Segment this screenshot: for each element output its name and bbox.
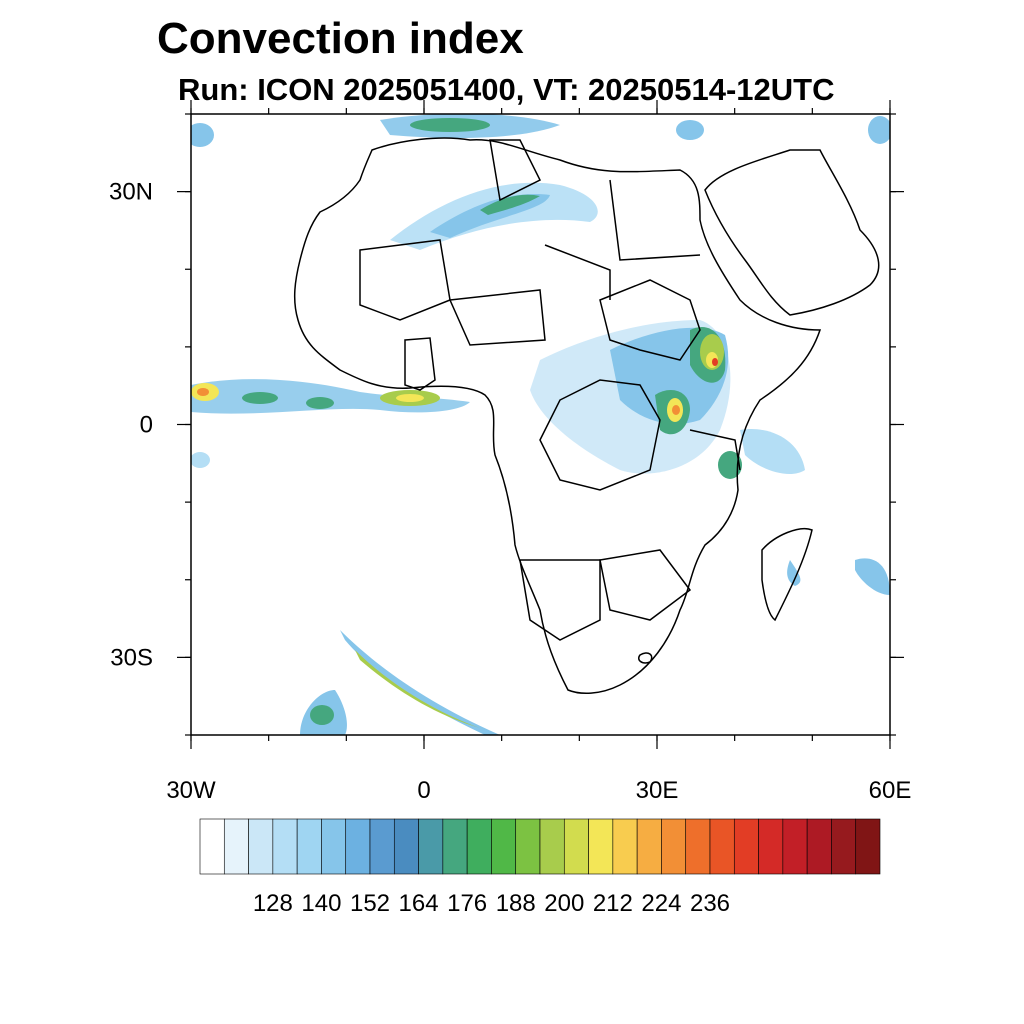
- colorbar-swatch: [418, 818, 444, 875]
- axis-ticks: 30N 0 30S 30W 0 30E 60E: [109, 100, 911, 804]
- colorbar-swatch: [321, 818, 347, 875]
- colorbar-swatch: [393, 818, 419, 875]
- colorbar-swatch: [539, 818, 565, 875]
- colorbar-label: 236: [690, 890, 730, 917]
- colorbar-swatch: [345, 818, 371, 875]
- colorbar-swatch: [612, 818, 638, 875]
- colorbar-swatch: [369, 818, 395, 875]
- lon-tick-label: 0: [417, 777, 430, 804]
- colorbar-swatch: [733, 818, 759, 875]
- colorbar-swatch: [661, 818, 687, 875]
- colorbar-swatch: [831, 818, 857, 875]
- colorbar-swatch: [272, 818, 298, 875]
- colorbar-swatch: [782, 818, 808, 875]
- colorbar-swatch: [442, 818, 468, 875]
- colorbar-swatch: [588, 818, 614, 875]
- colorbar-swatch: [636, 818, 662, 875]
- lat-tick-label: 0: [140, 412, 153, 439]
- colorbar-label: 152: [350, 890, 390, 917]
- colorbar-label: 164: [399, 890, 439, 917]
- coastlines: [293, 137, 880, 695]
- colorbar-label: 200: [544, 890, 584, 917]
- colorbar-label: 140: [301, 890, 341, 917]
- lon-tick-label: 60E: [869, 777, 912, 804]
- lon-tick-label: 30W: [166, 777, 216, 804]
- colorbar-label: 224: [641, 890, 681, 917]
- lon-tick-label: 30E: [636, 777, 679, 804]
- colorbar-swatch: [685, 818, 711, 875]
- colorbar-label: 176: [447, 890, 487, 917]
- colorbar-swatch: [248, 818, 274, 875]
- colorbar-label: 128: [253, 890, 293, 917]
- colorbar-swatch: [709, 818, 735, 875]
- colorbar-label: 188: [496, 890, 536, 917]
- lat-tick-label: 30N: [109, 179, 153, 206]
- map-title: Convection index: [157, 14, 524, 63]
- colorbar-label: 212: [593, 890, 633, 917]
- colorbar-swatch: [563, 818, 589, 875]
- colorbar-swatch: [855, 818, 881, 875]
- colorbar-swatch: [758, 818, 784, 875]
- colorbar-swatch: [199, 818, 225, 875]
- convection-field: [191, 114, 890, 735]
- colorbar-swatch: [515, 818, 541, 875]
- colorbar-swatch: [491, 818, 517, 875]
- colorbar-swatch: [466, 818, 492, 875]
- colorbar: 128 140 152 164 176 188 200 212 224 236: [199, 818, 881, 917]
- colorbar-swatch: [296, 818, 322, 875]
- colorbar-swatch: [806, 818, 832, 875]
- lat-tick-label: 30S: [110, 644, 153, 671]
- map-subtitle: Run: ICON 2025051400, VT: 20250514-12UTC: [178, 72, 835, 107]
- colorbar-swatch: [223, 818, 249, 875]
